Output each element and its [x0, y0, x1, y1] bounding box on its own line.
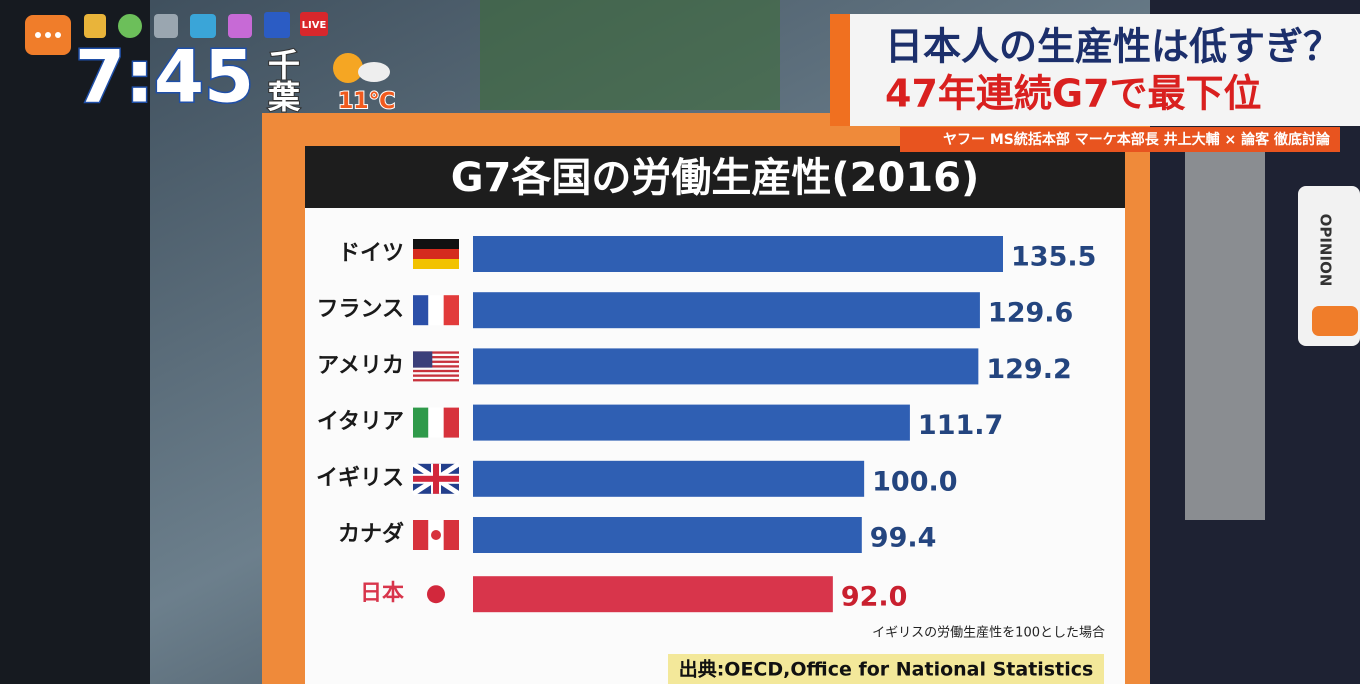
flag-part [413, 520, 429, 550]
flag-part [413, 356, 459, 359]
title-band [305, 146, 1125, 208]
app-icon [84, 14, 106, 38]
flag-part [413, 351, 459, 354]
value-label: 129.2 [986, 354, 1071, 385]
flag-part [413, 259, 459, 269]
chart-source: 出典:OECD,Office for National Statistics [679, 658, 1094, 681]
bar [473, 460, 865, 497]
flag-part [413, 365, 459, 368]
category-label: ドイツ [338, 241, 404, 266]
flag-part [413, 239, 459, 249]
category-label: フランス [316, 297, 404, 322]
clock: 7:45 [75, 35, 254, 119]
flag-part [443, 520, 459, 550]
value-label: 100.0 [872, 466, 957, 497]
caption-band [900, 127, 1340, 152]
category-label: アメリカ [317, 353, 404, 378]
app-icon [190, 14, 216, 38]
flag-part [413, 351, 433, 368]
bar [473, 292, 980, 329]
bar [473, 236, 1003, 272]
flag-part [428, 407, 444, 438]
app-icon [118, 14, 142, 38]
source-band [668, 654, 1104, 684]
plants [480, 0, 780, 110]
bar [473, 576, 833, 613]
category-label: 日本 [360, 581, 404, 606]
flag-part [413, 369, 459, 373]
area-name: 千葉 [263, 48, 301, 112]
chat-dot [45, 32, 51, 38]
flag-part [413, 295, 429, 326]
presenter-left [0, 0, 150, 684]
value-label: 111.7 [918, 410, 1003, 441]
value-label: 135.5 [1011, 242, 1096, 273]
category-label: カナダ [338, 521, 404, 547]
app-icon [264, 12, 290, 38]
bar [473, 517, 862, 553]
category-label: イギリス [316, 466, 404, 491]
chart-title: G7各国の労働生産性(2016) [451, 155, 980, 201]
caption: ヤフー MS統括本部 マーケ本部長 井上大輔 × 論客 徹底討論 [943, 131, 1331, 148]
flag-part [413, 407, 429, 438]
live-label: LIVE [302, 20, 327, 31]
value-label: 92.0 [841, 582, 908, 613]
headline-box [850, 14, 1360, 126]
flag-part [433, 463, 439, 494]
flag-part [443, 295, 459, 326]
temperature: 11℃ [338, 89, 395, 114]
app-icon [154, 14, 178, 38]
flag-part [413, 360, 459, 363]
chat-dot [35, 32, 41, 38]
bar [473, 404, 910, 441]
value-label: 129.6 [988, 298, 1073, 329]
chart-note: イギリスの労働生産性を100とした場合 [872, 625, 1105, 641]
headline-sub: 47年連続G7で最下位 [885, 72, 1262, 116]
flag-part [413, 379, 459, 382]
bar [473, 348, 979, 385]
flag-part [428, 295, 444, 326]
flag-part [427, 585, 445, 604]
tie [1185, 140, 1265, 520]
headline: 日本人の生産性は低すぎ？ [885, 25, 1341, 69]
category-label: イタリア [317, 410, 404, 435]
live-badge [300, 12, 328, 36]
cloud-icon [358, 62, 390, 82]
value-label: 99.4 [870, 523, 937, 554]
flag-part [443, 407, 459, 438]
flag-part [431, 530, 441, 540]
flag-part [413, 249, 459, 259]
flag-part [413, 374, 459, 377]
sun-icon [333, 53, 363, 83]
opinion-label: OPINION [1317, 214, 1335, 287]
chat-dot [55, 32, 61, 38]
app-icon [228, 14, 252, 38]
opinion-icon [1312, 306, 1358, 336]
bar-chart: ドイツ 135.5 フランス 129.6 アメリカ 129.2 イタリア 111.7 イギリス 1… [316, 236, 1096, 613]
